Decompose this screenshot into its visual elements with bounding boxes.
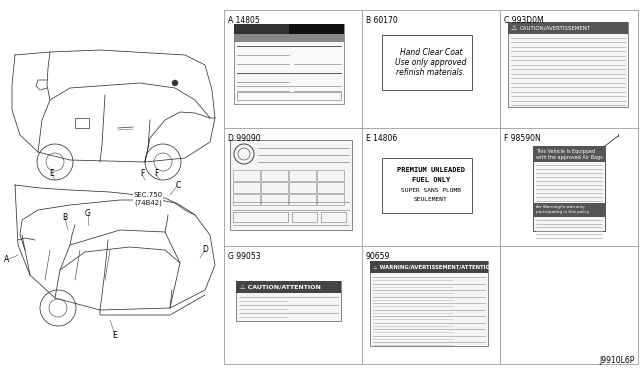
Bar [370, 261, 488, 346]
Bar [317, 170, 344, 181]
Bar [234, 24, 344, 34]
Text: Air Warning/In warranty: Air Warning/In warranty [536, 205, 585, 209]
Text: Hand Clear Coat: Hand Clear Coat [400, 48, 462, 57]
Bar [236, 281, 341, 321]
Text: F: F [154, 170, 158, 179]
Text: SEULEMENT: SEULEMENT [414, 197, 448, 202]
Text: F: F [140, 170, 144, 179]
Bar [233, 212, 288, 222]
Circle shape [172, 80, 178, 86]
Bar [230, 140, 352, 230]
Bar [508, 22, 628, 34]
Bar [234, 24, 344, 104]
Bar [237, 92, 341, 100]
Text: B 60170: B 60170 [366, 16, 397, 25]
Bar [289, 194, 316, 205]
Text: participating in this policy: participating in this policy [536, 210, 589, 214]
Text: ⚠ WARNING/AVERTISSEMENT/ATTENTION: ⚠ WARNING/AVERTISSEMENT/ATTENTION [373, 264, 495, 269]
Text: ⚠ CAUTION/ATTENTION: ⚠ CAUTION/ATTENTION [240, 285, 321, 289]
Bar [289, 182, 316, 193]
Text: Use only approved: Use only approved [396, 58, 467, 67]
Bar [321, 212, 346, 222]
Text: C 993D0M: C 993D0M [504, 16, 543, 25]
Text: 90659: 90659 [366, 252, 390, 261]
Text: SEC.750
(74B42): SEC.750 (74B42) [133, 192, 163, 205]
Bar [233, 182, 260, 193]
Bar [233, 170, 260, 181]
Text: CAUTION/AVERTISSEMENT: CAUTION/AVERTISSEMENT [520, 26, 591, 31]
Text: G: G [85, 209, 91, 218]
Text: D 99090: D 99090 [228, 134, 260, 143]
Bar [382, 158, 472, 213]
Bar [317, 194, 344, 205]
Bar [317, 182, 344, 193]
Text: SUPER SANS PLOMB: SUPER SANS PLOMB [401, 188, 461, 193]
Bar [261, 170, 288, 181]
Text: C: C [175, 180, 180, 189]
Bar [508, 22, 628, 107]
Bar [370, 261, 488, 273]
Bar [289, 24, 344, 34]
Bar [261, 194, 288, 205]
Bar [236, 281, 341, 293]
Bar [533, 146, 605, 162]
Text: refinish materials.: refinish materials. [397, 68, 465, 77]
Bar [261, 182, 288, 193]
Text: A 14805: A 14805 [228, 16, 260, 25]
Text: ⚠: ⚠ [511, 25, 517, 31]
Bar [292, 212, 317, 222]
Text: E: E [50, 170, 54, 179]
Text: This Vehicle Is Equipped: This Vehicle Is Equipped [536, 148, 595, 154]
Text: with the approved Air Bags: with the approved Air Bags [536, 154, 603, 160]
Bar [75, 118, 89, 128]
Text: J9910L6P: J9910L6P [600, 356, 635, 365]
Text: FUEL ONLY: FUEL ONLY [412, 176, 450, 183]
Text: A: A [4, 256, 10, 264]
Text: D: D [202, 246, 208, 254]
Text: G 99053: G 99053 [228, 252, 260, 261]
Bar [289, 170, 316, 181]
Bar [234, 34, 344, 42]
Bar [382, 35, 472, 90]
Text: F 98590N: F 98590N [504, 134, 541, 143]
Text: PREMIUM UNLEADED: PREMIUM UNLEADED [397, 167, 465, 173]
Text: B: B [63, 214, 68, 222]
Bar [533, 203, 605, 217]
Bar [533, 146, 605, 231]
Text: E: E [113, 330, 117, 340]
Text: E 14806: E 14806 [366, 134, 397, 143]
Bar [233, 194, 260, 205]
